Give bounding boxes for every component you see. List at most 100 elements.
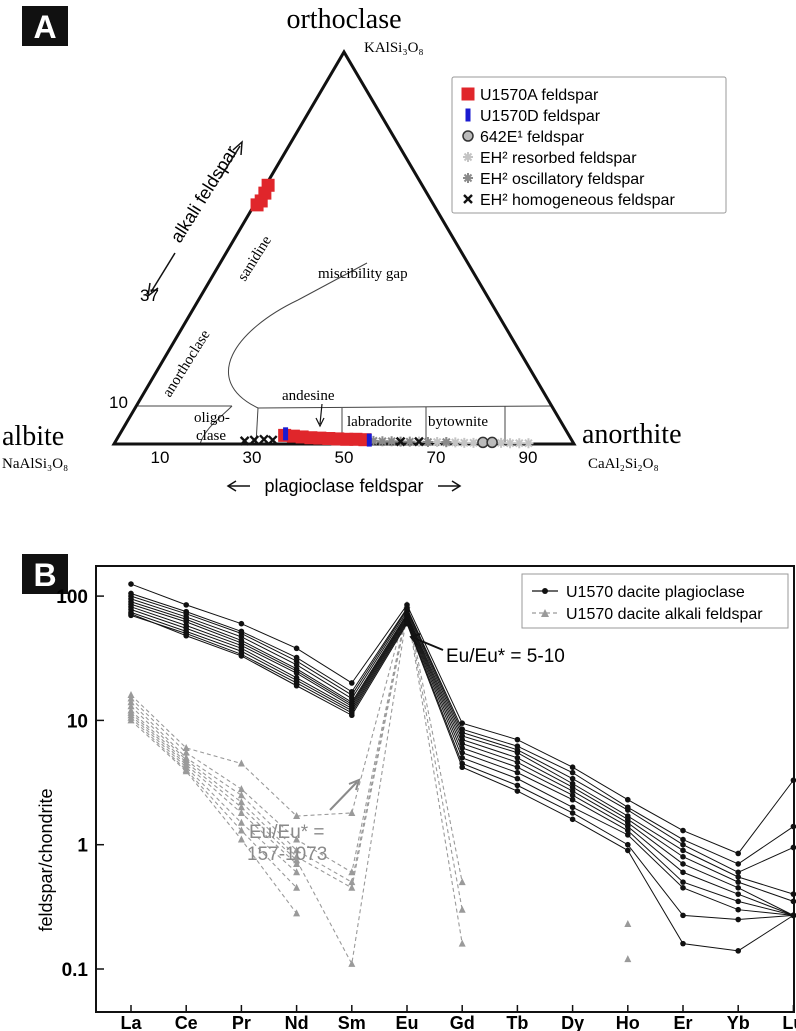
panel-a-ternary: A orthoclase KAlSi₃O₈ albite NaAlSi₃O₈ a… [2,4,726,496]
boundary-plag-top [258,406,552,408]
apex-orthoclase: orthoclase [286,4,401,35]
x-tick-label-Lu: Lu [782,1013,796,1031]
plagioclase-point-2-12 [791,845,796,851]
ternary-point-4-4 [405,437,415,447]
ree-lines [128,581,796,967]
left-axis-label-group: alkali feldspar [148,142,242,296]
field-oligoclase-1: oligo- [194,410,230,426]
bottom-tick-10: 10 [151,448,170,467]
y-axis-label: feldspar/chondrite [36,788,56,931]
ternary-point-4-2 [387,436,397,446]
y-tick-label-0: 0.1 [62,960,89,981]
plagioclase-point-0-1 [183,602,189,608]
panel-b-ree: B feldspar/chondrite 0.1110100 La Ce Pr Nd S… [22,554,796,1031]
ternary-point-3-9 [523,438,533,448]
plagioclase-point-1-10 [680,837,686,843]
legend-alk-label: U1570 dacite alkali feldspar [566,606,763,623]
x-tick-label-Er: Er [673,1013,692,1031]
apex-albite-formula: NaAlSi₃O₈ [2,456,68,472]
x-tick-label-Dy: Dy [561,1013,584,1031]
left-tick-10: 10 [109,393,128,412]
alkali-point-2-6 [459,940,466,947]
field-sanidine: sanidine [235,233,275,284]
alkali-extra-point-1 [624,955,631,962]
plagioclase-point-7-7 [515,770,521,776]
panel-b-label: B [33,557,56,593]
plagioclase-point-4-10 [680,854,686,860]
plagioclase-point-10-12 [791,913,796,919]
x-tick-label-Tb: Tb [506,1013,528,1031]
left-axis-label: alkali feldspar [166,142,241,246]
plagioclase-point-9-8 [570,810,576,816]
x-tick-label-Pr: Pr [232,1013,251,1031]
bottom-tick-30: 30 [243,448,262,467]
panel-a-label: A [33,9,56,45]
plagioclase-point-9-9 [625,842,631,848]
plagioclase-point-8-8 [570,804,576,810]
apex-orthoclase-formula: KAlSi₃O₈ [364,40,424,56]
legend-plag-marker [542,588,548,594]
plagioclase-point-9-7 [515,783,521,789]
x-ticks: LaCePrNdSmEuGdTbDyHoErYbLu [120,1005,796,1031]
x-tick-label-Yb: Yb [727,1013,750,1031]
plagioclase-point-2-8 [570,776,576,782]
plagioclase-point-3-7 [515,750,521,756]
plagioclase-point-0-9 [625,797,631,803]
field-andesine: andesine [282,388,335,404]
plagioclase-point-5-10 [680,861,686,867]
plagioclase-point-10-6 [459,764,465,770]
alkali-point-2-2 [238,791,245,798]
bottom-tick-70: 70 [427,448,446,467]
plagioclase-point-1-8 [570,770,576,776]
bottom-axis-label: plagioclase feldspar [264,476,423,496]
plagioclase-point-10-11 [735,948,741,954]
plot-frame [96,566,794,1012]
plagioclase-point-3-10 [680,848,686,854]
ternary-point-0-3 [251,198,264,211]
alkali-point-8-3 [293,909,300,916]
x-tick-label-Gd: Gd [450,1013,475,1031]
field-labradorite: labradorite [347,414,412,430]
ree-legend: U1570 dacite plagioclase U1570 dacite al… [522,574,788,628]
ternary-point-4-6 [441,437,451,447]
ternary-legend-marker-4 [463,173,473,183]
plagioclase-point-3-12 [791,891,796,897]
field-anorthoclase: anorthoclase [160,327,214,400]
plagioclase-point-0-8 [570,764,576,770]
left-tick-37: 37 [140,286,159,305]
plagioclase-point-10-9 [625,848,631,854]
annotation-alk-arrow [330,782,357,810]
plagioclase-point-6-11 [735,891,741,897]
plagioclase-point-2-9 [625,807,631,813]
alkali-point-0-4 [348,809,355,816]
andesine-arrow [320,404,322,424]
plagioclase-point-6-7 [515,764,521,770]
x-tick-label-Ce: Ce [175,1013,198,1031]
annotation-alkali-line2: 157-1073 [247,844,327,865]
plagioclase-point-8-11 [735,907,741,913]
y-tick-label-2: 10 [67,711,88,732]
plagioclase-point-5-7 [515,760,521,766]
ternary-legend-label-5: EH² homogeneous feldspar [480,192,675,209]
ternary-point-2-1 [487,437,497,447]
ternary-point-1-0 [283,427,288,440]
y-tick-label-3: 100 [56,587,88,608]
plagioclase-point-8-10 [680,885,686,891]
bottom-tick-50: 50 [335,448,354,467]
alkali-point-4-4 [348,960,355,967]
plagioclase-point-10-3 [294,683,300,689]
plagioclase-point-0-4 [349,680,355,686]
alkali-point-1-6 [459,906,466,913]
apex-albite: albite [2,421,64,452]
plagioclase-point-10-0 [128,611,134,617]
ternary-legend-marker-2 [463,131,473,141]
plagioclase-point-9-10 [680,913,686,919]
plagioclase-point-7-11 [735,899,741,905]
x-tick-label-Eu: Eu [395,1013,418,1031]
ternary-legend-label-0: U1570A feldspar [480,87,599,104]
alkali-point-6-3 [293,868,300,875]
ternary-legend-label-3: EH² resorbed feldspar [480,150,637,167]
plagioclase-point-10-2 [239,653,245,659]
ternary-legend-marker-0 [462,88,475,101]
plagioclase-point-6-10 [680,869,686,875]
